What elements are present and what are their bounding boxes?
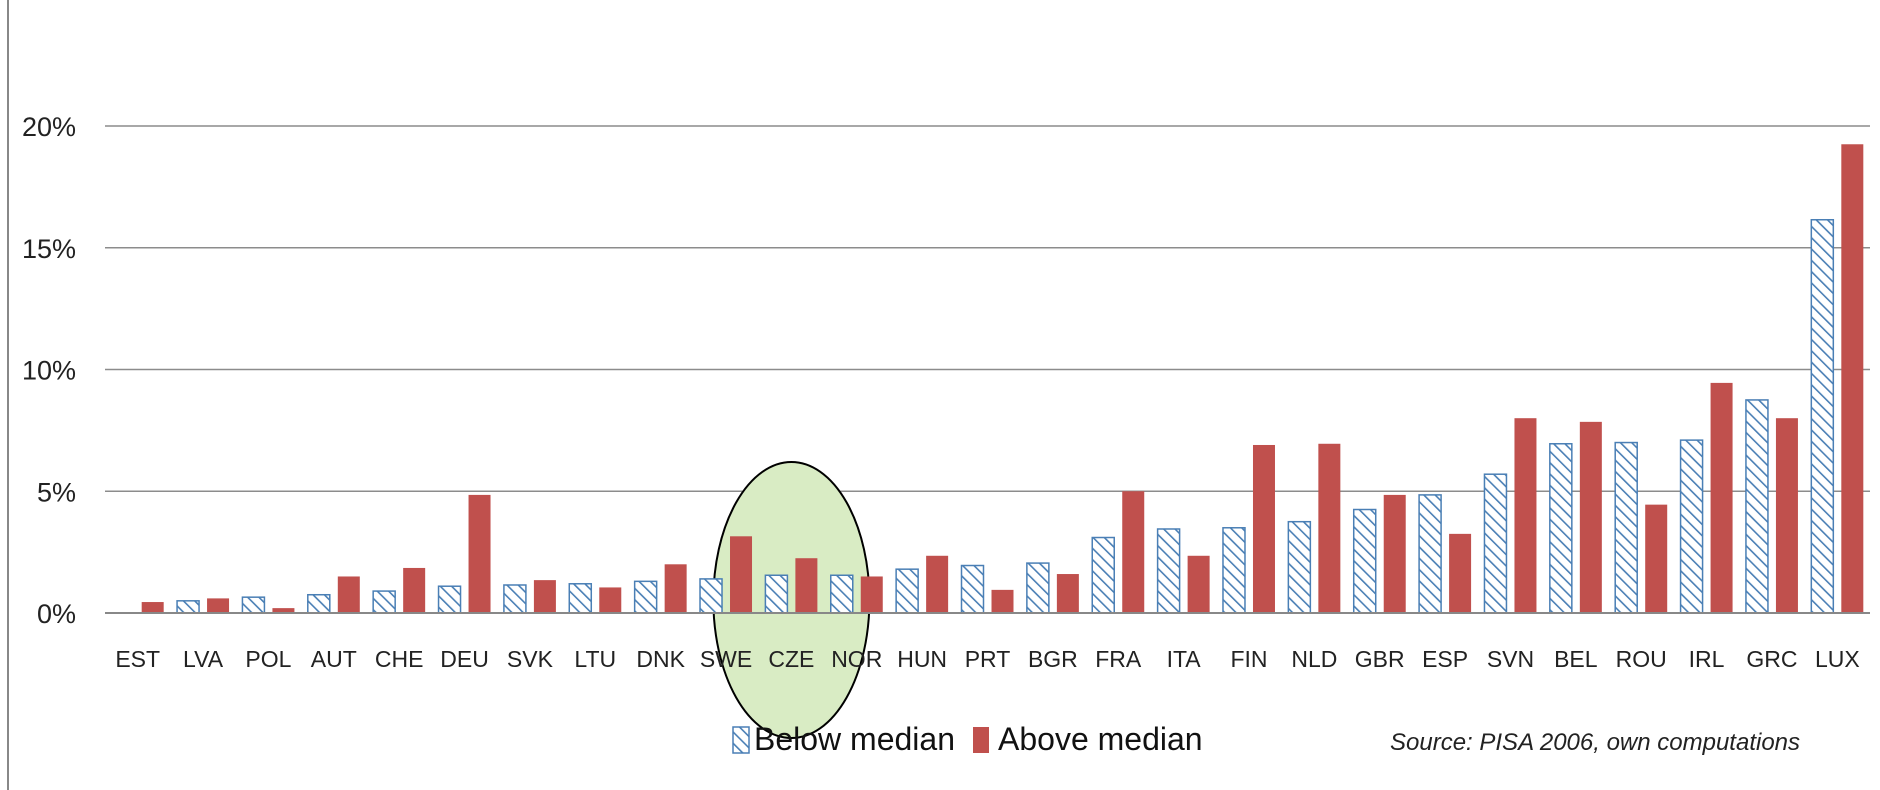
bar-above-median-rou — [1645, 504, 1668, 613]
bar-below-median-swe — [699, 578, 723, 614]
bar-below-median-dnk — [633, 580, 658, 614]
x-tick-label: FRA — [1095, 646, 1142, 672]
x-tick-label: POL — [245, 646, 291, 672]
x-tick-label: NLD — [1291, 646, 1337, 672]
bar-above-median-svn — [1514, 418, 1537, 613]
bar-below-median-prt — [960, 564, 985, 614]
bar-above-median-est — [141, 602, 164, 613]
x-tick-labels: EST LVA POL AUT CHE DEU SVK LTU DNK SWE CZE NOR HUN P… — [115, 646, 1859, 672]
legend-label-below-median: Below median — [754, 721, 955, 757]
x-tick-label: ESP — [1422, 646, 1468, 672]
x-tick-label: BGR — [1028, 646, 1078, 672]
bar-above-median-svk — [533, 580, 556, 613]
bar-below-median-bel — [1549, 443, 1573, 614]
y-tick-label: 5% — [37, 477, 76, 507]
bar-above-median-aut — [337, 576, 360, 613]
bar-above-median-bel — [1579, 421, 1602, 613]
bar-below-median-svk — [503, 584, 527, 614]
x-tick-label: EST — [115, 646, 160, 672]
bar-above-median-esp — [1449, 533, 1472, 613]
x-tick-label: SVK — [507, 646, 554, 672]
bar-above-median-nld — [1318, 443, 1341, 613]
y-tick-label: 0% — [37, 599, 76, 629]
bar-above-median-pol — [272, 608, 295, 613]
x-tick-label: SVN — [1487, 646, 1534, 672]
bar-above-median-irl — [1710, 382, 1733, 613]
x-tick-label: DNK — [636, 646, 685, 672]
bar-below-median-pol — [241, 596, 266, 614]
bar-above-median-cze — [795, 558, 818, 613]
x-tick-label: CZE — [768, 646, 814, 672]
bar-below-median-lva — [176, 600, 200, 614]
bar-below-median-nld — [1287, 520, 1312, 614]
bar-above-median-che — [403, 567, 426, 613]
bar-below-median-fin — [1222, 527, 1246, 614]
source-note: Source: PISA 2006, own computations — [1390, 729, 1800, 756]
legend-swatch-below-median — [732, 726, 750, 754]
bar-above-median-nor — [860, 576, 883, 613]
legend-swatch-above-median — [973, 727, 989, 753]
x-tick-label: LVA — [183, 646, 224, 672]
x-tick-label: LUX — [1815, 646, 1860, 672]
bar-below-median-ltu — [568, 583, 593, 614]
bar-above-median-deu — [468, 494, 491, 613]
bar-below-median-nor — [830, 574, 854, 614]
bar-above-median-swe — [730, 536, 753, 613]
bar-above-median-prt — [991, 589, 1014, 613]
bars — [141, 144, 1864, 614]
x-tick-label: GRC — [1746, 646, 1797, 672]
bar-below-median-gbr — [1352, 508, 1377, 614]
bar-above-median-ltu — [599, 587, 622, 613]
bar-above-median-lva — [207, 598, 230, 613]
x-tick-label: LTU — [574, 646, 616, 672]
bar-below-median-deu — [437, 585, 462, 614]
bar-above-median-fra — [1122, 491, 1145, 613]
bar-below-median-hun — [895, 568, 919, 614]
bar-above-median-lux — [1841, 144, 1864, 613]
bar-above-median-dnk — [664, 564, 687, 613]
bar-below-median-aut — [307, 593, 331, 614]
x-tick-label: FIN — [1230, 646, 1267, 672]
y-tick-label: 15% — [22, 234, 76, 264]
y-tick-label: 10% — [22, 356, 76, 386]
x-tick-label: HUN — [897, 646, 947, 672]
bar-below-median-grc — [1745, 399, 1769, 614]
gridlines — [105, 125, 1870, 492]
x-tick-label: SWE — [700, 646, 752, 672]
bar-above-median-ita — [1187, 555, 1210, 613]
bar-below-median-lux — [1810, 218, 1835, 614]
legend-label-above-median: Above median — [998, 721, 1203, 757]
bar-below-median-irl — [1679, 439, 1704, 614]
x-tick-label: NOR — [831, 646, 882, 672]
x-tick-label: AUT — [311, 646, 357, 672]
x-tick-label: GBR — [1355, 646, 1405, 672]
bar-above-median-grc — [1775, 418, 1798, 613]
bar-below-median-bgr — [1026, 562, 1050, 614]
x-tick-label: IRL — [1689, 646, 1725, 672]
bar-below-median-fra — [1091, 536, 1115, 614]
x-tick-label: CHE — [375, 646, 424, 672]
y-tick-label: 20% — [22, 112, 76, 142]
bar-below-median-svn — [1483, 473, 1508, 614]
bar-above-median-bgr — [1056, 574, 1079, 613]
x-tick-label: ITA — [1167, 646, 1202, 672]
x-tick-label: PRT — [965, 646, 1011, 672]
bar-below-median-che — [372, 590, 396, 614]
y-tick-labels: 0% 5% 10% 15% 20% — [22, 112, 76, 629]
x-tick-label: ROU — [1616, 646, 1667, 672]
bar-below-median-esp — [1418, 494, 1442, 614]
x-tick-label: BEL — [1554, 646, 1598, 672]
bar-above-median-gbr — [1383, 494, 1406, 613]
bar-above-median-hun — [926, 555, 949, 613]
bar-above-median-fin — [1252, 444, 1275, 613]
legend: Below median Above median — [732, 721, 1203, 757]
bar-below-median-rou — [1614, 441, 1638, 614]
bar-below-median-cze — [764, 574, 789, 614]
x-tick-label: DEU — [440, 646, 489, 672]
bar-below-median-ita — [1156, 528, 1181, 614]
